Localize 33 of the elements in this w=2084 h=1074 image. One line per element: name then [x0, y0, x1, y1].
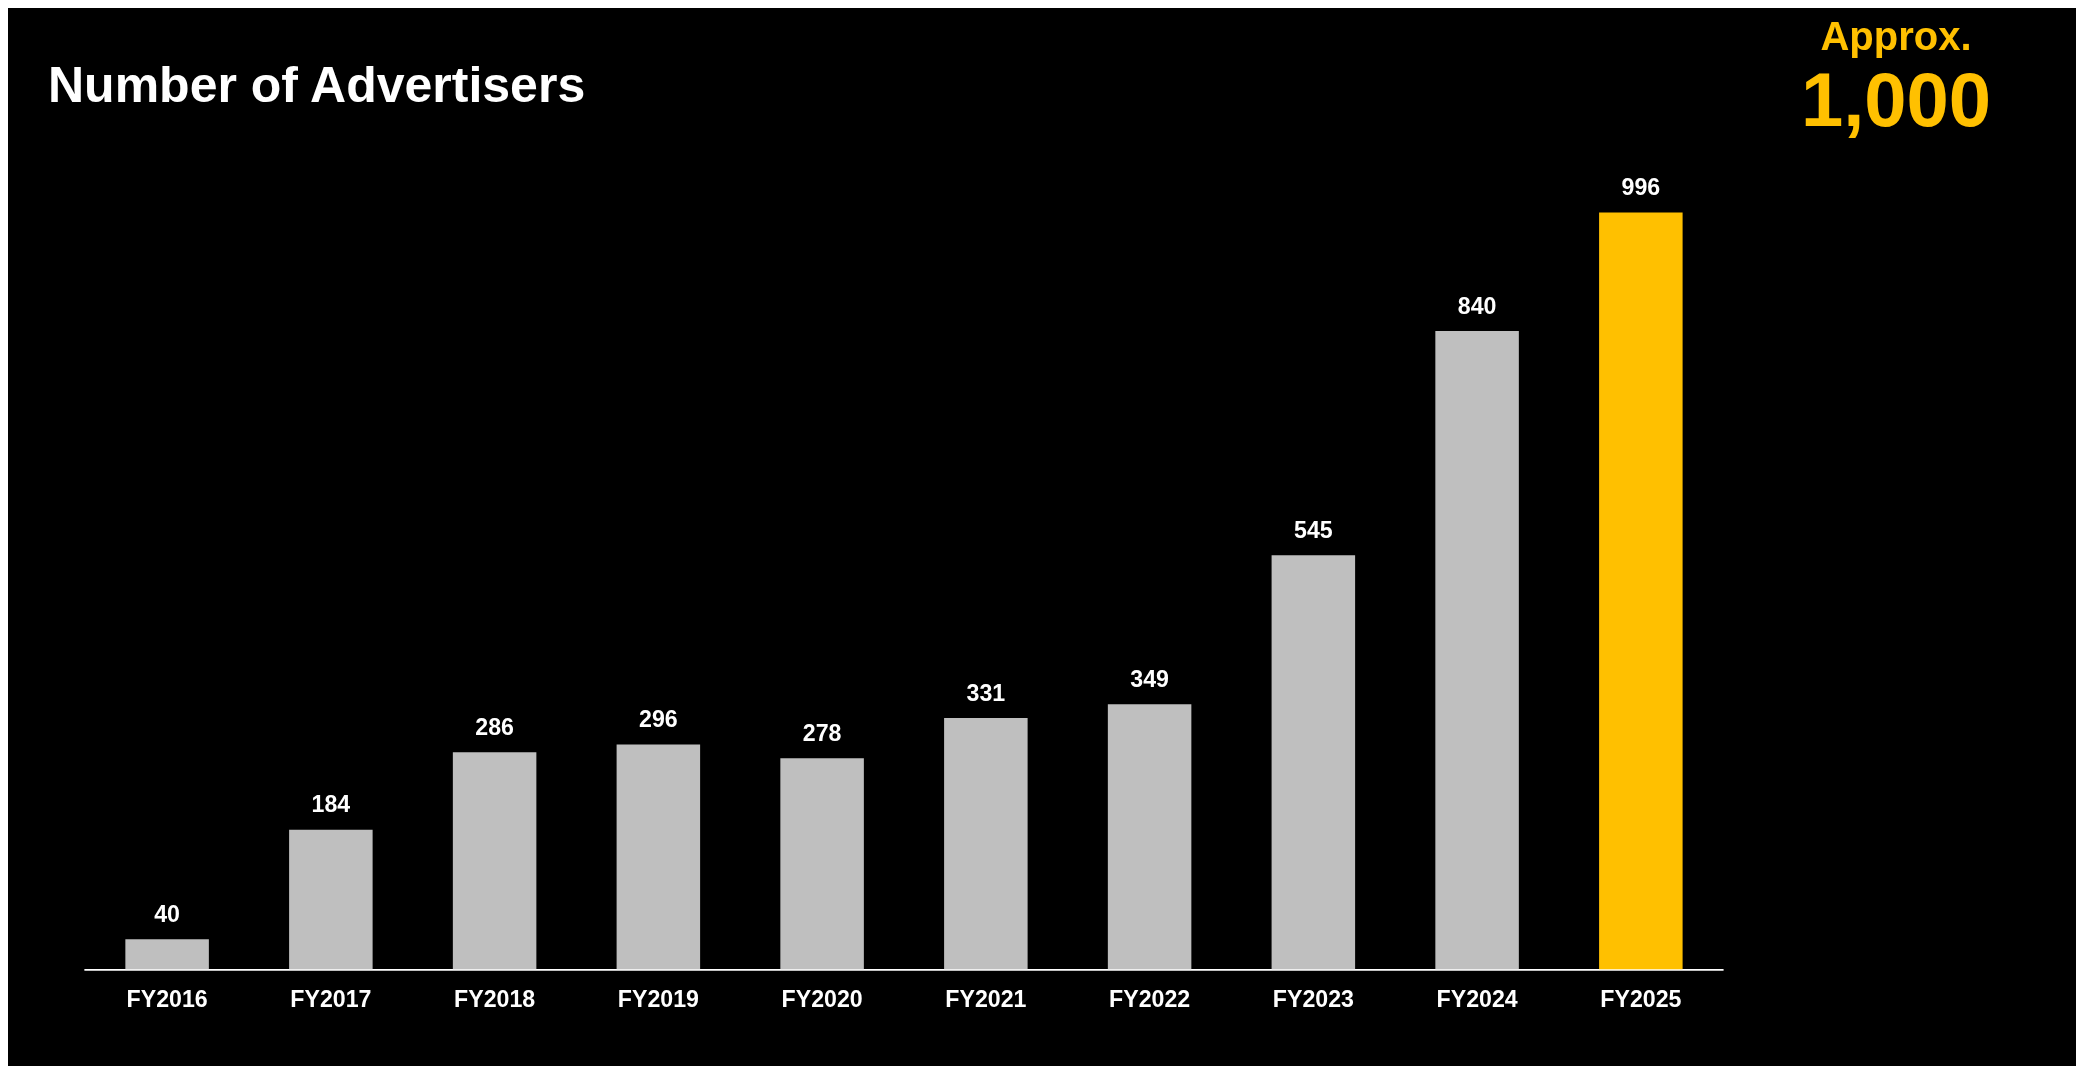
x-tick-label: FY2025	[1600, 986, 1682, 1012]
data-label: 296	[639, 706, 678, 733]
data-label: 286	[475, 713, 515, 740]
data-label: 545	[1294, 517, 1333, 544]
text: 1,000	[1799, 57, 1993, 142]
x-tick-label: FY2019	[617, 986, 700, 1012]
data-label: 331	[966, 679, 1006, 706]
data-label: 840	[1457, 292, 1497, 319]
bar	[944, 717, 1028, 970]
bar	[1435, 331, 1519, 970]
x-tick-label: FY2022	[1109, 986, 1191, 1012]
bar	[780, 758, 864, 970]
text: Approx.	[1819, 14, 1973, 58]
data-label: 278	[802, 720, 842, 747]
x-tick-label: FY2016	[126, 986, 208, 1012]
bar	[1599, 212, 1683, 970]
x-tick-label: FY2024	[1436, 986, 1518, 1012]
x-tick-label: FY2018	[454, 986, 536, 1012]
data-label: 184	[311, 791, 351, 818]
x-tick-label: FY2021	[945, 986, 1027, 1012]
bar	[1107, 704, 1192, 970]
x-tick-label: FY2017	[290, 986, 372, 1012]
bar	[1271, 555, 1356, 970]
bar	[289, 829, 373, 970]
x-tick-label: FY2020	[781, 986, 863, 1012]
bar	[125, 939, 209, 970]
data-label: 996	[1621, 174, 1661, 201]
bar	[616, 744, 701, 970]
data-label: 349	[1130, 666, 1170, 693]
data-label: 40	[154, 900, 180, 927]
bar	[452, 752, 537, 970]
x-tick-label: FY2023	[1272, 986, 1355, 1012]
chart-title: Number of Advertisers	[48, 56, 586, 114]
